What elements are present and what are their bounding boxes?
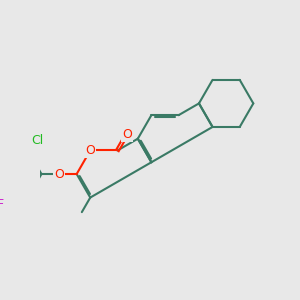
Text: O: O xyxy=(85,144,95,157)
Text: O: O xyxy=(122,128,132,141)
Text: F: F xyxy=(0,198,4,211)
Text: O: O xyxy=(54,167,64,181)
Text: Cl: Cl xyxy=(31,134,43,147)
